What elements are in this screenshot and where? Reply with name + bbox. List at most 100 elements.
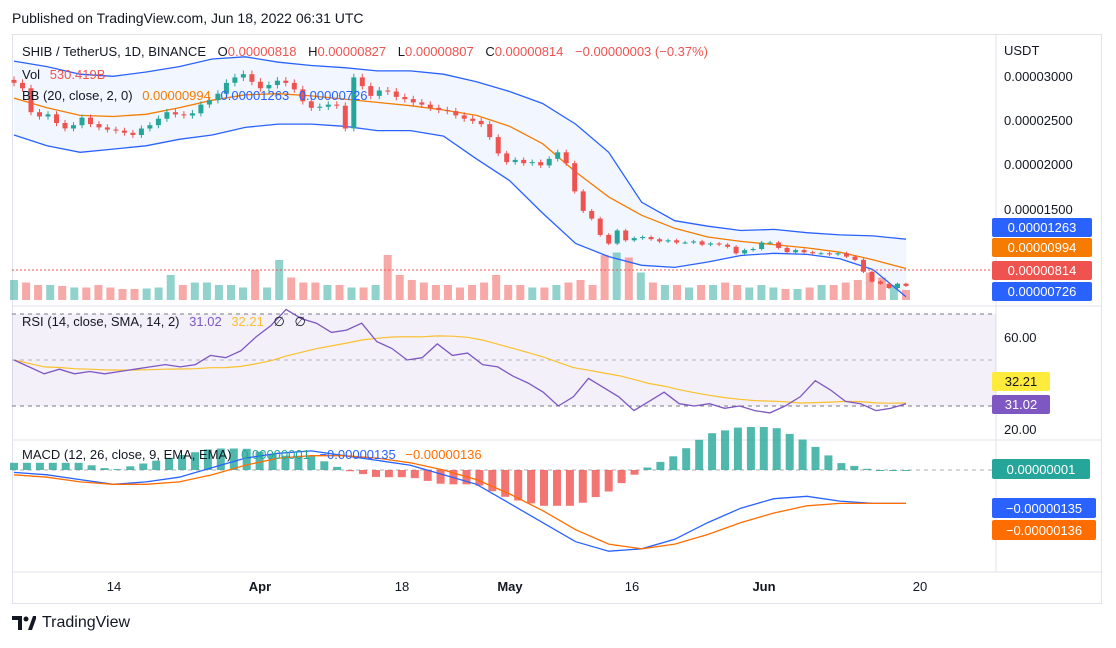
candle-body — [20, 82, 25, 89]
macd-hist-bar — [126, 466, 135, 470]
candle-body — [37, 112, 42, 117]
svg-text:0.00000001: 0.00000001 — [1007, 462, 1076, 477]
macd-hist-bar — [307, 455, 316, 470]
macd-hist-bar — [553, 470, 561, 506]
candle-body — [886, 283, 892, 288]
volume-bar — [576, 280, 585, 300]
candle-body — [274, 80, 280, 85]
volume-bar — [202, 282, 211, 300]
macd-hist-bar — [604, 470, 613, 492]
candle-body — [427, 104, 433, 108]
macd-hist-bar — [48, 462, 57, 470]
candle-body — [555, 152, 561, 159]
svg-text:−0.00000135: −0.00000135 — [1006, 501, 1082, 516]
time-tick: 18 — [395, 579, 409, 594]
macd-hist-bar — [203, 449, 212, 470]
candle-body — [325, 104, 331, 107]
volume-bar — [251, 270, 260, 300]
candle-body — [291, 82, 297, 90]
candle-body — [121, 130, 127, 133]
candle-body — [861, 259, 866, 272]
macd-hist-bar — [397, 470, 406, 478]
volume-bar — [130, 289, 139, 300]
macd-hist-bar — [35, 462, 44, 470]
bb-label: BB (20, close, 2, 0) — [22, 88, 133, 103]
macd-hist-bar — [475, 470, 484, 486]
macd-hist-bar — [242, 448, 251, 470]
macd-hist-bar — [10, 462, 18, 470]
candle-body — [597, 218, 603, 235]
volume-bar — [685, 287, 693, 300]
macd-hist-bar — [591, 470, 600, 498]
macd-line — [13, 450, 906, 552]
candle-body — [572, 163, 578, 192]
macd-hist-bar — [22, 462, 31, 470]
rsi-value: 31.02 — [189, 314, 222, 329]
candle-body — [852, 256, 858, 260]
volume-bar — [335, 285, 344, 300]
volume-bar — [468, 285, 477, 300]
volume-bar — [70, 287, 79, 300]
volume-bar — [745, 287, 754, 300]
macd-hist-bar — [721, 430, 729, 470]
rsi-sma-value: 32.21 — [231, 314, 264, 329]
candle-body — [546, 158, 552, 166]
candle-body — [249, 74, 255, 82]
rsi-extra-2: ∅ — [294, 314, 305, 329]
volume-bar — [94, 285, 103, 300]
volume-bar — [612, 252, 621, 300]
macd-hist-bar — [501, 470, 510, 497]
bollinger-fill — [14, 56, 906, 297]
macd-hist-bar — [61, 462, 70, 470]
candle-body — [104, 127, 110, 130]
volume-bar — [178, 285, 187, 300]
bollinger-lower-line — [13, 123, 907, 298]
candle-body — [461, 115, 467, 119]
volume-bar — [902, 290, 910, 300]
candle-body — [742, 250, 748, 254]
rsi-extra-1: ∅ — [273, 314, 284, 329]
macd-hist-bar — [333, 466, 342, 470]
volume-bar — [516, 285, 525, 300]
macd-hist-bar — [824, 455, 833, 470]
candle-body — [206, 100, 212, 105]
candle-body — [801, 250, 807, 253]
volume-bar — [383, 255, 392, 300]
bb-lower-value: 0.00000726 — [299, 88, 368, 103]
volume-label: Vol — [22, 67, 40, 82]
macd-hist-bar — [165, 457, 174, 470]
volume-bar — [154, 287, 163, 300]
svg-text:RSI (14, close, SMA, 14, 2): RSI (14, close, SMA, 14, 2) 31.02 32.21 … — [22, 314, 306, 329]
close-label: C — [485, 44, 494, 59]
candle-body — [189, 113, 195, 116]
candle-body — [521, 159, 527, 164]
macd-value: −0.00000135 — [319, 447, 395, 462]
volume-bar — [443, 285, 452, 300]
price-badge: 0.00000994 — [992, 238, 1092, 257]
macd-hist-bar — [514, 470, 523, 501]
candle-body — [818, 253, 824, 255]
macd-histogram — [10, 427, 910, 506]
tradingview-logo[interactable]: TradingView — [12, 614, 130, 632]
macd-hist-bar — [423, 470, 432, 481]
volume-bar — [588, 285, 597, 300]
candle-body — [198, 104, 204, 114]
candle-body — [750, 249, 756, 251]
candle-body — [589, 211, 595, 219]
tradingview-logo-icon — [12, 616, 36, 630]
svg-text:MACD (12, 26, close, 9, EMA, E: MACD (12, 26, close, 9, EMA, EMA) 0.0000… — [22, 447, 482, 462]
volume-bar — [118, 289, 127, 300]
rsi-label: RSI (14, close, SMA, 14, 2) — [22, 314, 180, 329]
volume-bar — [853, 280, 862, 300]
candle-body — [138, 128, 144, 135]
price-tick: 0.00003000 — [1004, 69, 1073, 84]
volume-bar — [709, 285, 718, 300]
volume-bar — [58, 286, 67, 300]
macd-badge: 0.00000001 — [992, 459, 1090, 479]
macd-hist-bar — [772, 428, 781, 470]
candle-body — [385, 90, 391, 92]
svg-text:0.00000814: 0.00000814 — [1008, 263, 1077, 278]
candle-body — [767, 242, 773, 244]
candle-body — [640, 237, 646, 239]
candle-body — [869, 271, 875, 282]
